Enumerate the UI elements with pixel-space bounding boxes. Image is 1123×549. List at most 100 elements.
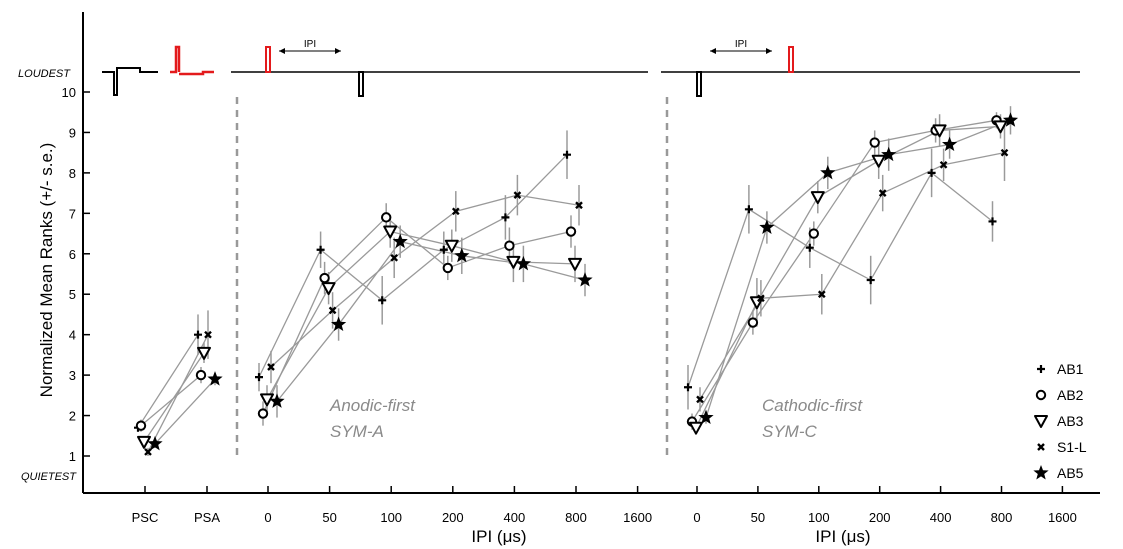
series-line-ab5-anodic xyxy=(276,240,586,402)
point-ab1 xyxy=(866,276,875,285)
annotation-cathodic-first: Cathodic-first xyxy=(762,396,863,415)
y-tick-label: 8 xyxy=(69,166,76,181)
point-ab5 xyxy=(330,316,347,332)
x-tick-label-cathodic: 800 xyxy=(991,510,1013,525)
x-tick-label-cathodic: 50 xyxy=(751,510,765,525)
point-ab5 xyxy=(941,136,958,152)
point-ab3 xyxy=(444,239,459,253)
legend-label-ab5: AB5 xyxy=(1057,465,1084,481)
point-s1l xyxy=(267,363,275,371)
series-line-ab1-cathodic xyxy=(687,171,993,388)
point-ab1 xyxy=(439,245,448,254)
point-ab2 xyxy=(747,317,759,328)
psa-waveform-cathodic xyxy=(179,70,214,76)
point-ab1 xyxy=(378,296,387,305)
point-ab5 xyxy=(454,247,470,263)
point-ab2 xyxy=(442,262,453,274)
point-s1l xyxy=(451,207,460,216)
point-ab2 xyxy=(808,228,819,239)
x-tick-label-psa: PSA xyxy=(194,510,220,525)
x-tick-label-anodic: 0 xyxy=(264,510,271,525)
quietest-label: QUIETEST xyxy=(21,471,77,483)
legend-label-ab3: AB3 xyxy=(1057,413,1084,429)
x-tick-label-psc: PSC xyxy=(132,510,159,525)
y-tick-label: 3 xyxy=(69,368,76,383)
point-ab3 xyxy=(932,124,947,138)
y-tick-label: 6 xyxy=(69,247,76,262)
x-tick-label-anodic: 800 xyxy=(565,510,587,525)
point-ab2 xyxy=(195,369,207,381)
series-line-ab2-reference xyxy=(140,374,202,427)
series-line-s1l-reference xyxy=(147,334,209,453)
legend-label-s1l: S1-L xyxy=(1057,439,1087,455)
point-ab3 xyxy=(383,225,398,239)
series-line-ab3-anodic xyxy=(266,230,576,400)
point-ab1 xyxy=(927,168,936,177)
point-ab1 xyxy=(684,383,692,392)
point-ab2 xyxy=(135,420,147,431)
point-ab3 xyxy=(197,346,211,360)
x-axis-label-anodic: IPI (μs) xyxy=(471,527,526,546)
y-tick-label: 4 xyxy=(69,328,76,343)
series-line-ab1-reference xyxy=(137,334,199,429)
x-tick-label-cathodic: 200 xyxy=(869,510,891,525)
y-tick-label: 10 xyxy=(62,85,76,100)
legend-marker-ab5 xyxy=(1033,465,1049,480)
series-line-ab2-anodic xyxy=(262,216,572,414)
point-ab2 xyxy=(257,408,269,419)
sym-a-anodic-pulse xyxy=(265,46,271,73)
x-tick-label-anodic: 200 xyxy=(442,510,464,525)
y-tick-label: 9 xyxy=(69,125,76,140)
point-ab3 xyxy=(689,421,703,435)
point-ab5 xyxy=(698,409,714,425)
x-tick-label-cathodic: 100 xyxy=(808,510,830,525)
point-ab5 xyxy=(881,146,897,162)
point-s1l xyxy=(575,201,583,210)
legend: AB1 AB2 AB3 S1-L AB5 xyxy=(1033,361,1087,481)
series-line-ab1-anodic xyxy=(258,154,568,378)
point-ab1 xyxy=(744,205,753,214)
annotation-anodic-first: Anodic-first xyxy=(329,396,416,415)
waveform-sketches: IPI IPI xyxy=(102,39,1080,97)
x-tick-label-anodic: 100 xyxy=(380,510,402,525)
legend-marker-ab2 xyxy=(1035,389,1047,401)
series-line-ab5-reference xyxy=(154,378,216,445)
point-ab1 xyxy=(563,150,571,159)
psc-waveform xyxy=(102,67,158,96)
x-tick-label-cathodic: 0 xyxy=(693,510,700,525)
point-ab5 xyxy=(577,272,593,287)
y-axis-label: Normalized Mean Ranks (+/- s.e.) xyxy=(37,143,56,398)
point-s1l xyxy=(878,189,887,197)
point-ab1 xyxy=(255,373,263,382)
point-ab1 xyxy=(316,245,325,254)
legend-label-ab2: AB2 xyxy=(1057,387,1084,403)
sym-c-anodic-pulse xyxy=(788,46,794,73)
point-ab3 xyxy=(321,282,336,296)
series-line-s1l-anodic xyxy=(270,194,580,368)
x-axis-label-cathodic: IPI (μs) xyxy=(815,527,870,546)
legend-marker-s1l xyxy=(1037,443,1045,451)
data-points xyxy=(134,112,1019,456)
series-line-ab2-cathodic xyxy=(691,119,997,422)
plot-area xyxy=(134,106,1019,456)
point-ab1 xyxy=(501,213,510,222)
point-ab5 xyxy=(820,164,836,180)
point-s1l xyxy=(513,191,522,199)
ipi-label-a: IPI xyxy=(304,39,316,50)
point-ab3 xyxy=(260,393,274,407)
x-tick-label-anodic: 400 xyxy=(504,510,526,525)
x-tick-label-anodic: 50 xyxy=(322,510,336,525)
connector-lines xyxy=(137,119,1011,453)
point-s1l xyxy=(817,290,826,299)
point-ab5 xyxy=(515,255,532,271)
annotation-sym-c: SYM-C xyxy=(762,422,818,441)
point-s1l xyxy=(939,160,948,169)
series-line-ab5-cathodic xyxy=(705,119,1011,418)
annotation-sym-a: SYM-A xyxy=(330,422,384,441)
point-s1l xyxy=(204,330,212,339)
y-tick-label: 1 xyxy=(69,449,76,464)
point-s1l xyxy=(757,294,765,303)
x-tick-label-anodic: 1600 xyxy=(623,510,652,525)
point-ab5 xyxy=(392,233,408,249)
point-ab3 xyxy=(993,120,1008,134)
